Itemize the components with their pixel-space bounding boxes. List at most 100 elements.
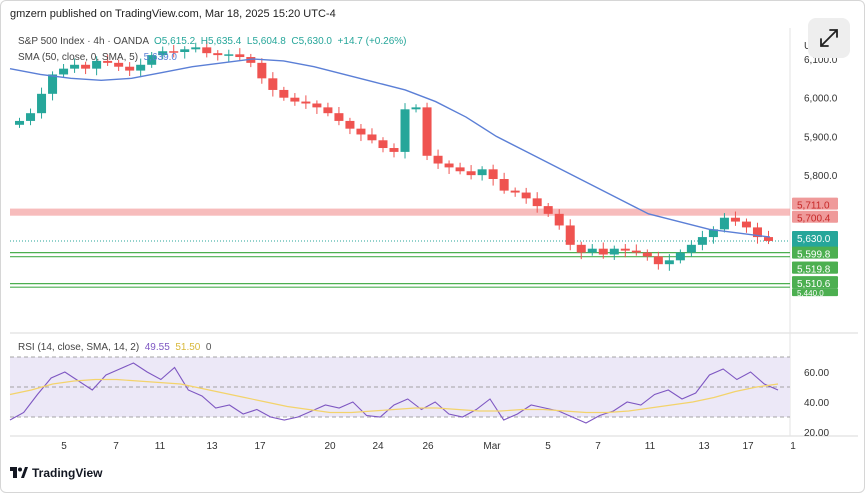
- tradingview-brand[interactable]: TradingView: [10, 466, 102, 480]
- candle-body: [290, 97, 300, 102]
- candle-body: [576, 244, 586, 253]
- time-tick-label: 24: [372, 441, 384, 452]
- candle-body: [59, 68, 69, 75]
- candle-body: [763, 237, 773, 241]
- candle-body: [301, 101, 311, 104]
- candle-body: [697, 237, 707, 245]
- candle-body: [477, 169, 487, 176]
- symbol-label[interactable]: S&P 500 Index · 4h · OANDA: [18, 36, 149, 47]
- support-tag-clip-label: 5,440.0: [797, 289, 824, 298]
- candle-body: [433, 155, 443, 164]
- candle-body: [147, 55, 157, 65]
- candle-body: [455, 167, 465, 172]
- high-value: H5,635.4: [200, 36, 242, 47]
- brand-name: TradingView: [32, 466, 103, 480]
- candle-body: [664, 260, 674, 265]
- rsi-tick-label: 40.00: [804, 398, 829, 409]
- price-tick-label: 5,800.0: [804, 171, 838, 182]
- sma-value: 5,639.0: [143, 52, 177, 63]
- open-value: O5,615.2: [154, 36, 196, 47]
- candle-body: [323, 107, 333, 114]
- candle-body: [521, 192, 531, 199]
- rsi-line: [9, 362, 779, 424]
- candle-body: [345, 120, 355, 129]
- time-tick-label: 17: [742, 441, 754, 452]
- price-tick-label: 6,100.0: [804, 55, 838, 66]
- price-tick-label: 6,000.0: [804, 94, 838, 105]
- expand-icon: [820, 29, 838, 47]
- change-value: +14.7 (+0.26%): [337, 36, 407, 47]
- sma-legend: SMA (50, close, 0, SMA, 5) 5,639.0: [18, 52, 177, 63]
- current-price-tag-label: 5,630.0: [797, 234, 831, 245]
- candle-body: [15, 120, 25, 125]
- candle-body: [235, 54, 245, 58]
- candle-body: [224, 54, 234, 56]
- rsi-tick-label: 20.00: [804, 428, 829, 439]
- candle-body: [730, 217, 740, 222]
- resistance-zone: [10, 208, 790, 216]
- candle-body: [653, 256, 663, 265]
- candle-body: [752, 227, 762, 238]
- candle-body: [444, 163, 454, 168]
- candle-body: [92, 60, 102, 69]
- candle-body: [279, 89, 289, 98]
- time-tick-label: Mar: [483, 441, 501, 452]
- support-tag-1-label: 5,599.8: [797, 250, 831, 261]
- candle-body: [312, 103, 322, 108]
- expand-button[interactable]: [808, 18, 850, 58]
- time-tick-label: 5: [545, 441, 551, 452]
- candle-body: [268, 78, 278, 90]
- candle-body: [532, 198, 542, 207]
- symbol-legend: S&P 500 Index · 4h · OANDA O5,615.2 H5,6…: [18, 36, 406, 47]
- support-tag-4-label: 5,510.6: [797, 279, 831, 290]
- candle-body: [598, 248, 608, 255]
- time-tick-label: 5: [61, 441, 67, 452]
- time-tick-label: 7: [595, 441, 601, 452]
- publisher-line: gmzern published on TradingView.com, Mar…: [10, 8, 336, 20]
- time-tick-label: 11: [155, 441, 166, 452]
- candle-body: [356, 128, 366, 135]
- candle-body: [741, 221, 751, 228]
- support-tag-3-label: 5,519.8: [797, 265, 831, 276]
- support-tag-4-box: [792, 276, 838, 289]
- support-tag-clip-box: [792, 288, 838, 297]
- candle-body: [26, 113, 36, 121]
- candle-body: [136, 64, 146, 71]
- time-tick-label: 11: [645, 441, 656, 452]
- candle-body: [70, 64, 80, 69]
- time-tick-label: 13: [698, 441, 710, 452]
- price-tick-label: 5,900.0: [804, 132, 838, 143]
- time-tick-label: 1: [790, 441, 796, 452]
- rsi-legend: RSI (14, close, SMA, 14, 2) 49.55 51.50 …: [18, 342, 211, 353]
- candle-body: [378, 140, 388, 149]
- rsi-extra-value: 0: [205, 342, 212, 353]
- tradingview-logo-icon: [10, 467, 28, 478]
- candle-body: [48, 74, 58, 94]
- candle-body: [422, 107, 432, 156]
- sma-label[interactable]: SMA (50, close, 0, SMA, 5): [18, 52, 139, 63]
- time-tick-label: 26: [422, 441, 434, 452]
- candle-body: [400, 109, 410, 152]
- resistance-tag-2-box: [792, 210, 838, 223]
- rsi-sma-value: 51.50: [175, 342, 201, 353]
- rsi-tick-label: 60.00: [804, 368, 829, 379]
- time-tick-label: 20: [324, 441, 336, 452]
- candle-body: [213, 53, 223, 56]
- rsi-value: 49.55: [144, 342, 170, 353]
- candle-body: [257, 62, 267, 79]
- support-tag-1-box: [792, 246, 838, 259]
- candle-body: [37, 93, 47, 114]
- candle-body: [620, 248, 630, 251]
- candle-body: [686, 244, 696, 253]
- sma-line: [9, 58, 771, 238]
- candle-body: [466, 171, 476, 176]
- rsi-label[interactable]: RSI (14, close, SMA, 14, 2): [18, 342, 140, 353]
- time-tick-label: 13: [206, 441, 218, 452]
- resistance-tag-1-box: [792, 197, 838, 210]
- candle-body: [389, 148, 399, 152]
- candle-body: [169, 51, 179, 53]
- time-tick-label: 7: [113, 441, 119, 452]
- candle-body: [158, 51, 168, 56]
- candle-body: [202, 47, 212, 54]
